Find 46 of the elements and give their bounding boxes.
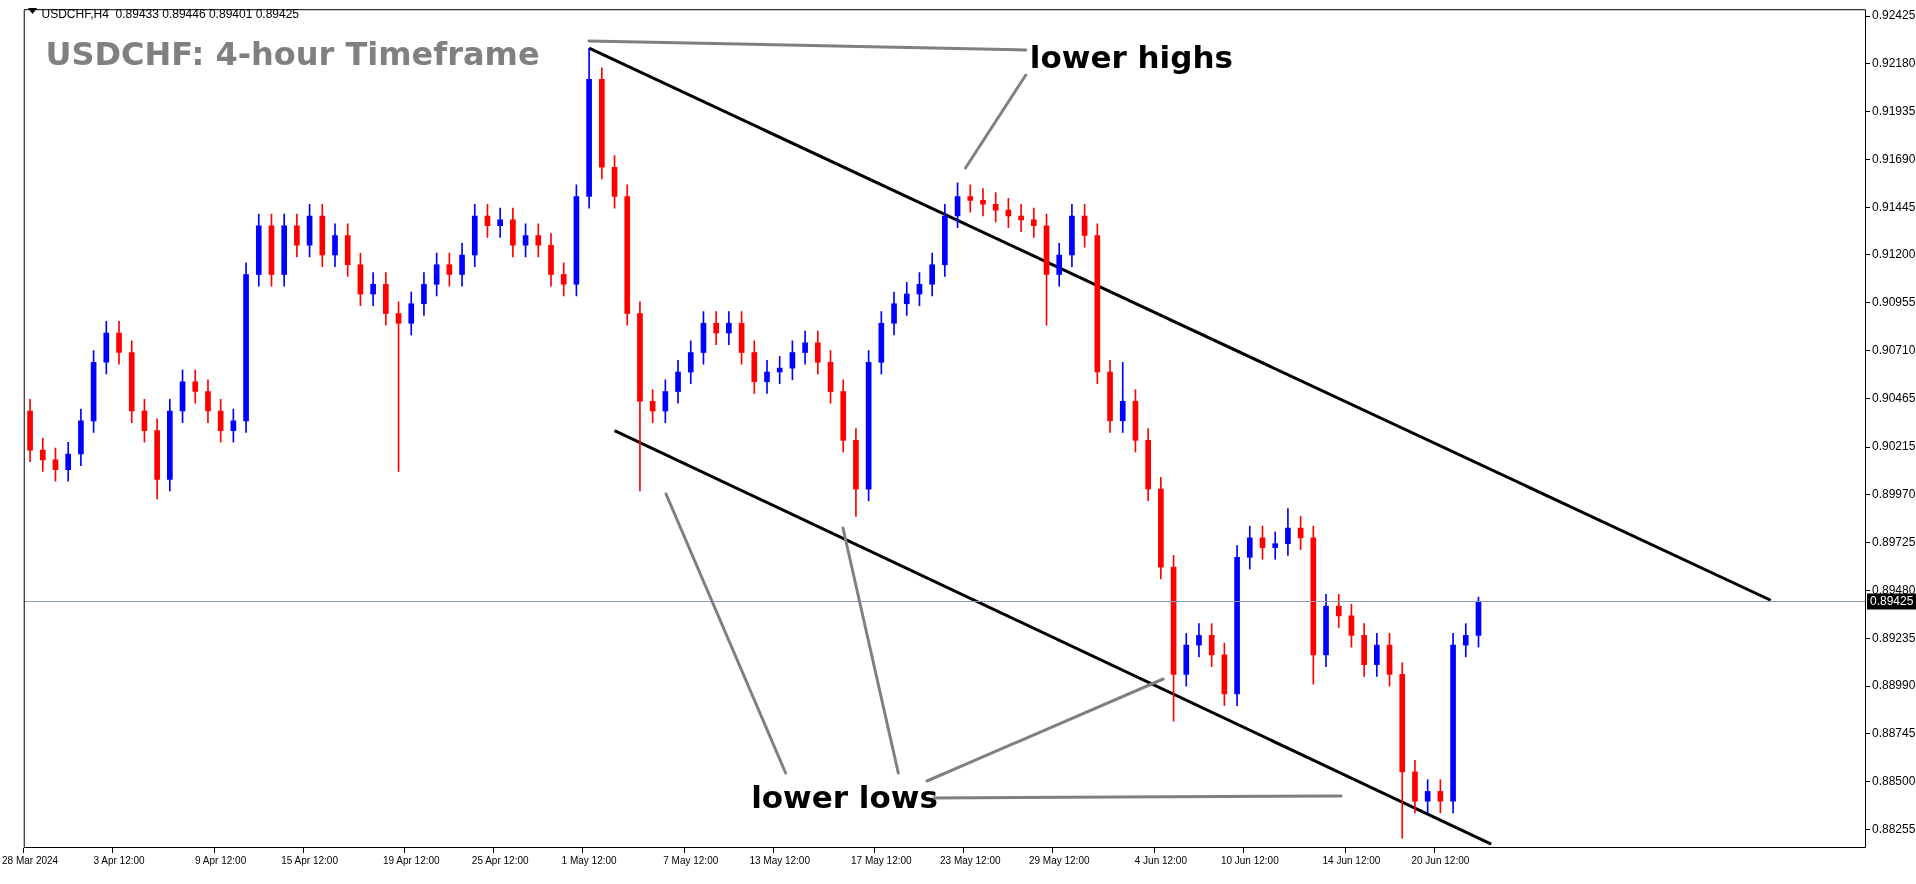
- x-tick-label: 9 Apr 12:00: [195, 854, 247, 866]
- y-tick-label: 0.92425: [1872, 8, 1916, 23]
- y-tick-label: 0.92180: [1872, 56, 1916, 71]
- x-tick-label: 15 Apr 12:00: [281, 854, 339, 866]
- candlestick: [1018, 203, 1024, 232]
- candlestick: [980, 188, 986, 217]
- y-tick-label: 0.89235: [1872, 630, 1916, 645]
- candlestick: [992, 192, 999, 223]
- x-tick-label: 7 May 12:00: [663, 854, 719, 866]
- annotation: USDCHF,H4 0.89433 0.89446 0.89401 0.89425: [41, 7, 300, 22]
- y-tick-label: 0.88745: [1872, 726, 1916, 741]
- y-tick-label: 0.89725: [1872, 535, 1916, 550]
- x-tick-label: 25 Apr 12:00: [471, 854, 529, 866]
- x-tick-label: 17 May 12:00: [851, 854, 913, 866]
- y-tick-label: 0.91690: [1872, 151, 1916, 166]
- y-tick-label: 0.91445: [1872, 199, 1916, 214]
- x-tick-label: 13 May 12:00: [749, 854, 811, 866]
- candlestick: [967, 184, 974, 213]
- x-tick-label: 29 May 12:00: [1028, 854, 1090, 866]
- x-tick-label: 10 Jun 12:00: [1220, 854, 1280, 866]
- x-tick-label: 4 Jun 12:00: [1134, 854, 1188, 866]
- y-tick-label: 0.90215: [1872, 439, 1916, 454]
- y-tick-label: 0.91935: [1872, 103, 1916, 118]
- x-tick-label: 28 Mar 2024: [2, 854, 59, 866]
- y-tick-label: 0.90710: [1872, 342, 1916, 357]
- y-tick-label: 0.89970: [1872, 487, 1916, 502]
- y-tick-label: 0.91200: [1872, 247, 1916, 262]
- annotation: lower lows: [751, 779, 938, 816]
- y-tick-label: 0.88255: [1872, 821, 1916, 836]
- ref-line-label: 0.89425: [1870, 593, 1914, 608]
- x-tick-label: 20 Jun 12:00: [1411, 854, 1470, 866]
- candlestick: [1030, 207, 1037, 238]
- candlestick: [776, 356, 783, 385]
- annotation: lower highs: [1029, 39, 1233, 76]
- y-tick-label: 0.88990: [1872, 678, 1916, 693]
- x-tick-label: 3 Apr 12:00: [93, 854, 146, 866]
- x-tick-label: 14 Jun 12:00: [1322, 854, 1381, 866]
- x-tick-label: 23 May 12:00: [939, 854, 1001, 866]
- text: USDCHF: 4-hour Timeframe: [45, 35, 540, 74]
- y-tick-label: 0.88500: [1872, 773, 1916, 788]
- x-tick-label: 19 Apr 12:00: [382, 854, 441, 866]
- candlestick: [1272, 531, 1279, 560]
- y-tick-label: 0.90955: [1872, 295, 1916, 310]
- x-tick-label: 1 May 12:00: [561, 854, 618, 866]
- candlestick: [497, 207, 504, 238]
- y-tick-label: 0.90465: [1872, 390, 1916, 405]
